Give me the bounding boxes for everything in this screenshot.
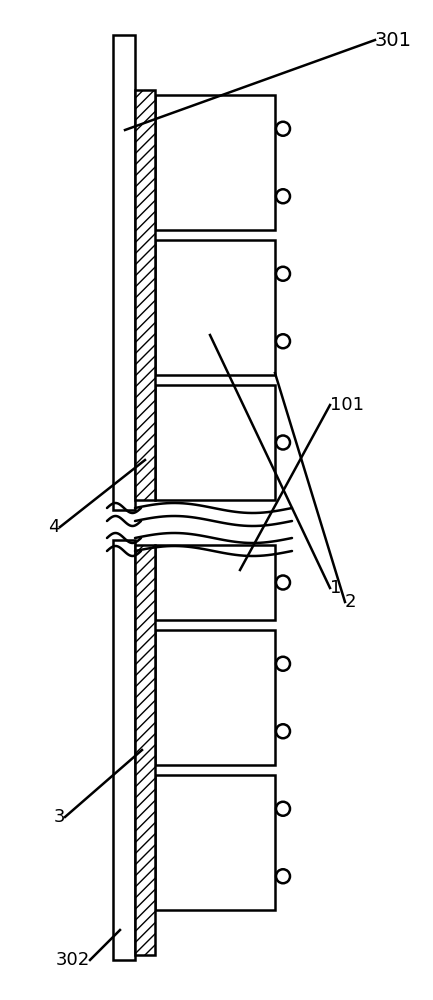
Bar [113, 35, 135, 510]
Circle shape [276, 576, 290, 589]
Circle shape [276, 189, 290, 203]
Text: 1: 1 [330, 579, 341, 597]
Text: 302: 302 [56, 951, 90, 969]
Bar [155, 385, 275, 500]
Circle shape [276, 657, 290, 671]
Text: 101: 101 [330, 396, 364, 414]
Circle shape [276, 267, 290, 281]
Bar [113, 540, 135, 960]
Circle shape [276, 724, 290, 738]
Bar [155, 630, 275, 765]
Text: 3: 3 [54, 808, 65, 826]
Bar [155, 95, 275, 230]
Bar [155, 775, 275, 910]
Bar [155, 240, 275, 375]
Bar [135, 545, 155, 955]
Circle shape [276, 334, 290, 348]
Circle shape [276, 436, 290, 450]
Text: 2: 2 [345, 593, 356, 611]
Circle shape [276, 122, 290, 136]
Circle shape [276, 869, 290, 883]
Circle shape [276, 802, 290, 816]
Bar [135, 90, 155, 500]
Bar [155, 545, 275, 620]
Text: 4: 4 [48, 518, 60, 536]
Text: 301: 301 [375, 30, 412, 49]
